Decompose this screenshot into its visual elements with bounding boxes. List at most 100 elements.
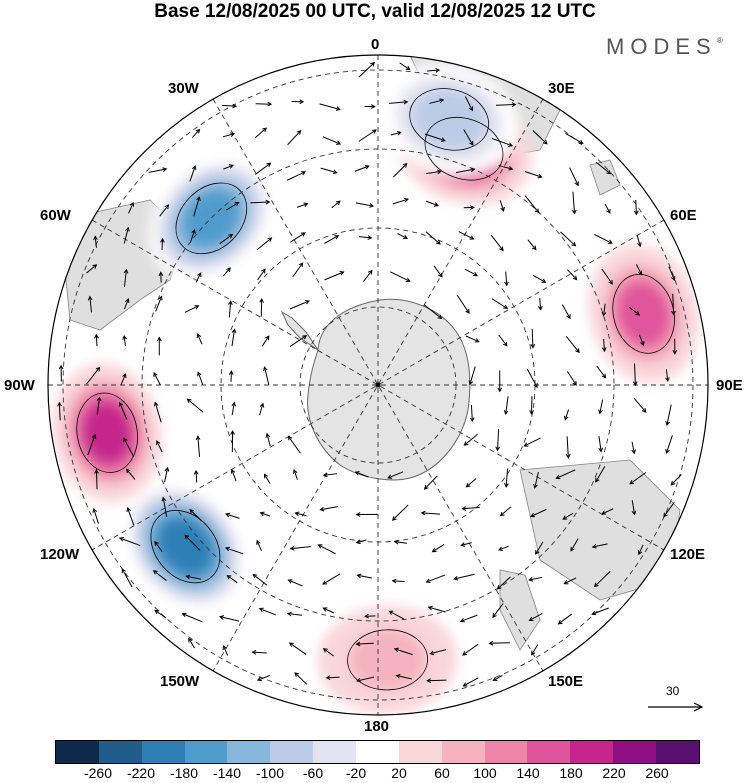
wind-vector: [495, 428, 501, 452]
wind-vector: [123, 298, 130, 310]
wind-vector: [563, 577, 577, 585]
wind-vector: [498, 334, 508, 347]
wind-vector: [181, 612, 203, 623]
wind-vector: [289, 545, 311, 551]
wind-vector: [324, 235, 340, 244]
modes-logo: MODES®: [606, 34, 723, 60]
wind-vector: [456, 294, 470, 314]
wind-vector: [196, 333, 203, 345]
south-pole-marker: [375, 382, 381, 388]
positive-center-ross-contour: [347, 629, 428, 691]
colorbar-tick-label: 140: [516, 765, 540, 781]
wind-vector: [601, 338, 607, 353]
wind-vector: [503, 396, 509, 416]
wind-vector: [184, 305, 200, 313]
wind-vector: [665, 435, 673, 454]
wind-vector: [465, 478, 477, 488]
negative-center-indian-level-2: [411, 88, 487, 150]
wind-vector: [594, 234, 613, 244]
wind-vector: [358, 235, 373, 240]
colorbar-tick-label: 260: [645, 765, 669, 781]
wind-vector: [156, 440, 163, 453]
colorbar-tick-label: -60: [302, 765, 324, 781]
wind-vector: [325, 675, 340, 681]
wind-vector: [223, 164, 234, 170]
wind-vector: [631, 500, 637, 516]
wind-vectors: [57, 61, 682, 687]
wind-vector: [292, 468, 298, 480]
colorbar-bin-0: [56, 741, 99, 763]
wind-vector: [195, 435, 201, 457]
colorbar-tick-label: 220: [602, 765, 626, 781]
wind-vector: [164, 466, 170, 483]
wind-vector: [161, 496, 168, 517]
wind-vector: [231, 328, 237, 347]
wind-vector: [523, 437, 541, 447]
wind-vector: [601, 508, 614, 515]
wind-vector: [491, 137, 514, 147]
wind-vector: [195, 272, 202, 283]
wind-vector: [259, 511, 271, 517]
wind-vector: [226, 574, 238, 584]
wind-vector: [636, 235, 642, 248]
wind-vector: [86, 366, 101, 385]
wind-vector: [254, 162, 272, 175]
wind-vector: [469, 404, 475, 423]
wind-vector: [294, 511, 307, 517]
wind-vector: [222, 132, 236, 138]
wind-vector: [601, 268, 613, 285]
colorbar-bin-8: [398, 741, 442, 763]
wind-vector: [492, 674, 503, 681]
wind-vector: [324, 271, 345, 281]
wind-vector: [591, 607, 609, 616]
wind-vector: [561, 304, 571, 320]
wind-vector: [637, 544, 644, 556]
negative-center-australia-south-level-0: [725, 346, 750, 495]
wind-vector: [94, 333, 99, 347]
wind-vector: [258, 607, 276, 616]
wind-vector: [94, 468, 99, 490]
lon-label-120w: 120W: [40, 546, 80, 563]
wind-vector: [219, 615, 240, 622]
wind-vector: [429, 98, 445, 104]
wind-vector: [364, 613, 376, 619]
wind-vector: [265, 432, 271, 447]
wind-vector: [87, 295, 93, 313]
wind-vector: [185, 574, 202, 580]
wind-vector: [555, 469, 576, 480]
latitude-circle-50: [62, 69, 694, 701]
wind-vector: [595, 161, 612, 175]
wind-vector: [601, 303, 607, 317]
wind-vector: [225, 201, 240, 211]
colorbar: [55, 740, 700, 764]
positive-center-australia-level-0: [704, 590, 708, 715]
wind-vector: [424, 304, 443, 320]
antarctica: [307, 298, 471, 481]
wind-vector: [496, 576, 511, 590]
wind-vector: [225, 512, 240, 519]
wind-vector: [184, 534, 201, 551]
wind-vector: [125, 468, 136, 480]
negative-center-pacific-contour: [150, 510, 221, 584]
wind-vector: [604, 203, 611, 214]
wind-vector: [499, 200, 505, 212]
colorbar-tick-label: -20: [345, 765, 367, 781]
wind-vector: [390, 271, 411, 282]
wind-vector: [251, 650, 267, 655]
wind-vector: [427, 605, 446, 613]
wind-vector: [255, 101, 273, 107]
wind-vector: [635, 264, 643, 276]
wind-vector: [565, 436, 571, 459]
wind-vector: [355, 641, 374, 647]
anomaly-contours: [76, 88, 675, 691]
wind-vector: [263, 473, 271, 484]
wind-vector: [490, 234, 504, 252]
wind-vector: [631, 441, 637, 455]
wind-vector: [219, 233, 234, 245]
wind-vector: [538, 298, 543, 311]
wind-vector: [355, 512, 378, 517]
wind-vector: [287, 130, 302, 146]
wind-vector: [123, 226, 130, 244]
wind-vector: [633, 398, 647, 413]
wind-vector: [425, 574, 446, 584]
